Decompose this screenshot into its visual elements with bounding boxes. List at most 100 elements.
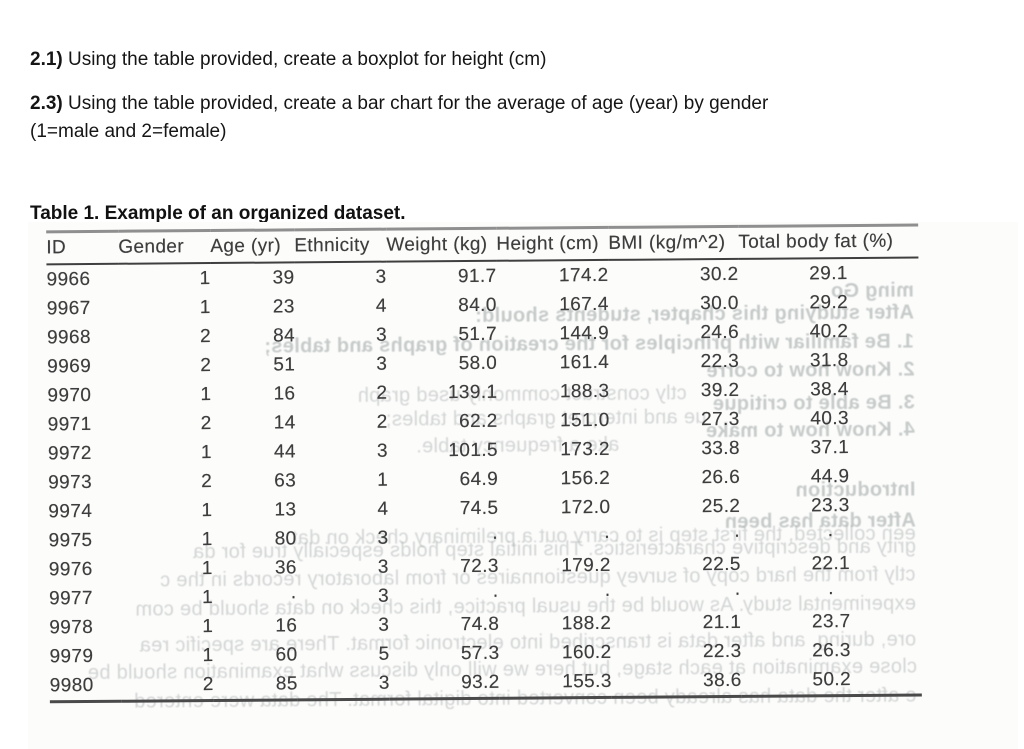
table-cell: 13 — [274, 499, 297, 521]
table-cell: 173.2 — [560, 438, 610, 461]
column-header-total-body-fat: Total body fat (%) — [738, 224, 919, 259]
column-header-height: Height (cm) — [496, 227, 609, 261]
table-cell: 101.5 — [448, 439, 499, 462]
table-title: Table 1. Example of an organized dataset… — [30, 203, 406, 224]
table-cell: 2 — [200, 413, 212, 435]
table-cell: 22.3 — [702, 640, 742, 663]
table-cell: · — [491, 526, 499, 548]
table-cell: 9967 — [46, 297, 91, 320]
table-cell: 4 — [377, 498, 389, 520]
instruction-2-1: 2.1) Using the table provided, create a … — [30, 46, 546, 74]
table-cell: 1 — [199, 297, 211, 319]
table-cell: 139.1 — [447, 381, 498, 404]
table-cell: 9966 — [46, 268, 91, 291]
table-cell: 167.4 — [559, 293, 609, 316]
table-cell: 174.2 — [558, 264, 609, 287]
table-cell: 1 — [201, 500, 213, 522]
table-cell: 25.2 — [701, 495, 741, 518]
table-cell: 1 — [200, 442, 213, 464]
instruction-2-3-text: Using the table provided, create a bar c… — [62, 93, 769, 114]
table-cell: 29.2 — [809, 292, 849, 314]
table-cell: 144.9 — [559, 322, 610, 345]
table-cell: · — [827, 524, 835, 546]
table-cell: 1 — [199, 268, 211, 290]
table-cell: 72.3 — [460, 555, 499, 578]
table-cell: 29.1 — [809, 263, 848, 285]
table-cell: 84 — [272, 325, 296, 347]
table-cell: 21.1 — [702, 611, 742, 634]
table-cell: 2 — [202, 674, 214, 696]
table-cell: 40.3 — [810, 408, 850, 430]
table-cell: 3 — [377, 556, 389, 578]
table-cell: 23.7 — [811, 611, 851, 633]
table-cell: 38.6 — [703, 669, 742, 692]
table-cell: 37.1 — [810, 437, 850, 459]
table-cell: 14 — [273, 412, 296, 434]
table-cell: 1 — [200, 384, 212, 406]
table-cell: 22.1 — [811, 553, 851, 575]
table-cell: 9973 — [48, 471, 93, 494]
table-cell: 26.6 — [701, 466, 741, 489]
column-header-age: Age (yr) — [210, 229, 295, 264]
table-cell: 160.2 — [561, 641, 612, 664]
table-cell: · — [604, 583, 612, 605]
table-cell: 31.8 — [809, 350, 849, 372]
table-cell: 179.2 — [561, 554, 611, 577]
table-cell: 2 — [200, 355, 212, 377]
table-cell: 9971 — [47, 413, 92, 436]
scan-tilt-wrapper: ming Go After studying this chapter, stud… — [28, 222, 1018, 749]
table-cell: 172.0 — [560, 496, 611, 519]
column-header-bmi: BMI (kg/m^2) — [608, 226, 739, 260]
table-cell: 9974 — [48, 500, 93, 523]
table-cell: 9969 — [47, 355, 92, 378]
instruction-2-3-text-continued: (1=male and 2=female) — [30, 121, 227, 142]
table-cell: 40.2 — [809, 321, 849, 343]
table-cell: 63 — [274, 470, 297, 492]
table-cell: 1 — [201, 529, 213, 551]
table-cell: 85 — [275, 673, 298, 695]
table-cell: 16 — [275, 615, 298, 637]
table-cell: 1 — [201, 558, 213, 580]
table-cell: 57.3 — [460, 642, 500, 665]
table-cell: 9970 — [47, 384, 92, 407]
table-cell: 23 — [272, 296, 295, 318]
table-cell: 9972 — [47, 442, 92, 465]
table-cell: 51 — [273, 354, 296, 376]
table-cell: 188.3 — [559, 380, 610, 403]
table-cell: 30.0 — [700, 292, 739, 315]
table-cell: · — [603, 525, 611, 547]
table-cell: 23.3 — [810, 495, 850, 517]
table-cell: 24.6 — [700, 321, 740, 344]
table-cell: 151.0 — [560, 409, 610, 432]
table-cell: 60 — [275, 644, 298, 666]
table-cell: 3 — [375, 266, 387, 288]
table-cell: 3 — [378, 585, 390, 607]
table-cell: 30.2 — [699, 263, 739, 286]
table-cell: 64.9 — [459, 468, 499, 491]
table-cell: · — [733, 524, 741, 546]
table-cell: 3 — [375, 324, 388, 346]
table-cell: 2 — [376, 382, 388, 404]
table-cell: 51.7 — [458, 323, 498, 346]
table-cell: · — [290, 586, 298, 608]
table-cell: 2 — [201, 471, 213, 493]
table-cell: 22.5 — [702, 553, 741, 576]
table-row: 9980 2 85 3 93.2 155.3 38.6 50.2 — [50, 664, 922, 701]
column-header-weight: Weight (kg) — [386, 228, 497, 262]
table-cell: 62.2 — [459, 410, 498, 433]
table-cell: 38.4 — [810, 379, 849, 401]
table-cell: 3 — [376, 353, 388, 375]
instruction-2-3: 2.3) Using the table provided, create a … — [30, 90, 990, 146]
table-cell: 5 — [378, 643, 390, 665]
table-cell: 26.3 — [812, 640, 851, 662]
table-cell: 84.0 — [458, 294, 497, 317]
table-cell: 1 — [202, 645, 214, 667]
column-header-ethnicity: Ethnicity — [294, 229, 387, 263]
table-cell: 1 — [202, 587, 214, 609]
table-cell: 9979 — [49, 645, 94, 668]
table-cell: 74.8 — [460, 613, 500, 636]
table-cell: 1 — [202, 616, 214, 638]
column-header-gender: Gender — [118, 230, 211, 264]
table-cell: 9975 — [48, 529, 93, 552]
dataset-table-body: 9966 1 39 3 91.7 174.2 30.2 29.1 9967 1 23 4 84.0 167… — [46, 257, 921, 701]
